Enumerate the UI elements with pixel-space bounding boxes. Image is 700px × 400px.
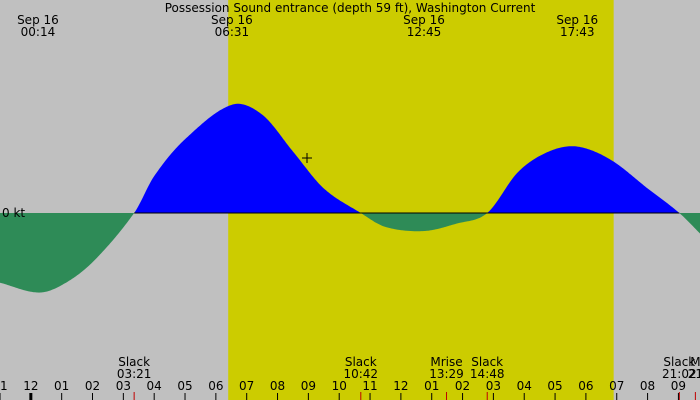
hour-tick-label-19: 06	[578, 379, 593, 393]
peak-date-label-0: Sep 16	[17, 13, 59, 27]
event-time-label-5: 21	[688, 367, 700, 381]
hour-tick-label-4: 03	[116, 379, 131, 393]
event-time-label-1: 10:42	[343, 367, 378, 381]
event-name-label-3: Slack	[471, 355, 503, 369]
flood-area-3	[488, 146, 680, 214]
event-name-label-1: Slack	[345, 355, 377, 369]
hour-tick-label-10: 09	[301, 379, 316, 393]
event-name-label-5: M	[690, 355, 700, 369]
event-name-label-2: Mrise	[430, 355, 462, 369]
event-time-label-2: 13:29	[429, 367, 464, 381]
hour-tick-label-6: 05	[177, 379, 192, 393]
hour-tick-label-20: 07	[609, 379, 624, 393]
hour-tick-label-17: 04	[517, 379, 532, 393]
hour-tick-label-18: 05	[547, 379, 562, 393]
hour-tick-label-3: 02	[85, 379, 100, 393]
peak-time-label-0: 00:14	[21, 25, 56, 39]
cursor-crosshair	[302, 153, 312, 163]
hour-tick-label-8: 07	[239, 379, 254, 393]
peak-time-label-3: 17:43	[560, 25, 595, 39]
peak-time-label-1: 06:31	[215, 25, 250, 39]
flood-area-1	[135, 103, 361, 214]
chart-title: Possession Sound entrance (depth 59 ft),…	[165, 1, 536, 15]
hour-tick-label-21: 08	[640, 379, 655, 393]
peak-time-label-2: 12:45	[407, 25, 442, 39]
hour-tick-label-2: 01	[54, 379, 69, 393]
hour-tick-label-15: 02	[455, 379, 470, 393]
current-areas	[0, 103, 700, 293]
hour-tick-label-13: 12	[393, 379, 408, 393]
hour-tick-label-12: 11	[362, 379, 377, 393]
peak-date-label-3: Sep 16	[556, 13, 598, 27]
y-unit-label: 0 kt	[2, 206, 25, 220]
ebb-area-2	[361, 212, 488, 232]
event-name-label-0: Slack	[118, 355, 150, 369]
hour-tick-label-22: 09	[671, 379, 686, 393]
hour-tick-label-16: 03	[486, 379, 501, 393]
hour-tick-label-11: 10	[332, 379, 347, 393]
hour-tick-label-14: 01	[424, 379, 439, 393]
hour-tick-label-1: 12	[23, 379, 38, 393]
hour-tick-label-7: 06	[208, 379, 223, 393]
hour-tick-label-9: 08	[270, 379, 285, 393]
event-time-label-3: 14:48	[470, 367, 505, 381]
peak-date-label-1: Sep 16	[211, 13, 253, 27]
x-axis: 11 12 01 02 03 04 05 06 07 08 09 10 11 12 01 02 03 04 05 06…	[0, 379, 686, 400]
hour-tick-label-5: 04	[147, 379, 162, 393]
event-name-label-4: Slack	[663, 355, 695, 369]
peak-date-label-2: Sep 16	[403, 13, 445, 27]
event-time-label-0: 03:21	[117, 367, 152, 381]
ebb-area-0	[0, 211, 135, 293]
event-labels: Slack03:21Slack10:42Mrise13:29Slack14:48…	[117, 355, 700, 400]
event-time-label-4: 21:02	[662, 367, 697, 381]
ebb-area-4	[680, 213, 700, 234]
hour-tick-label-0: 11	[0, 379, 8, 393]
